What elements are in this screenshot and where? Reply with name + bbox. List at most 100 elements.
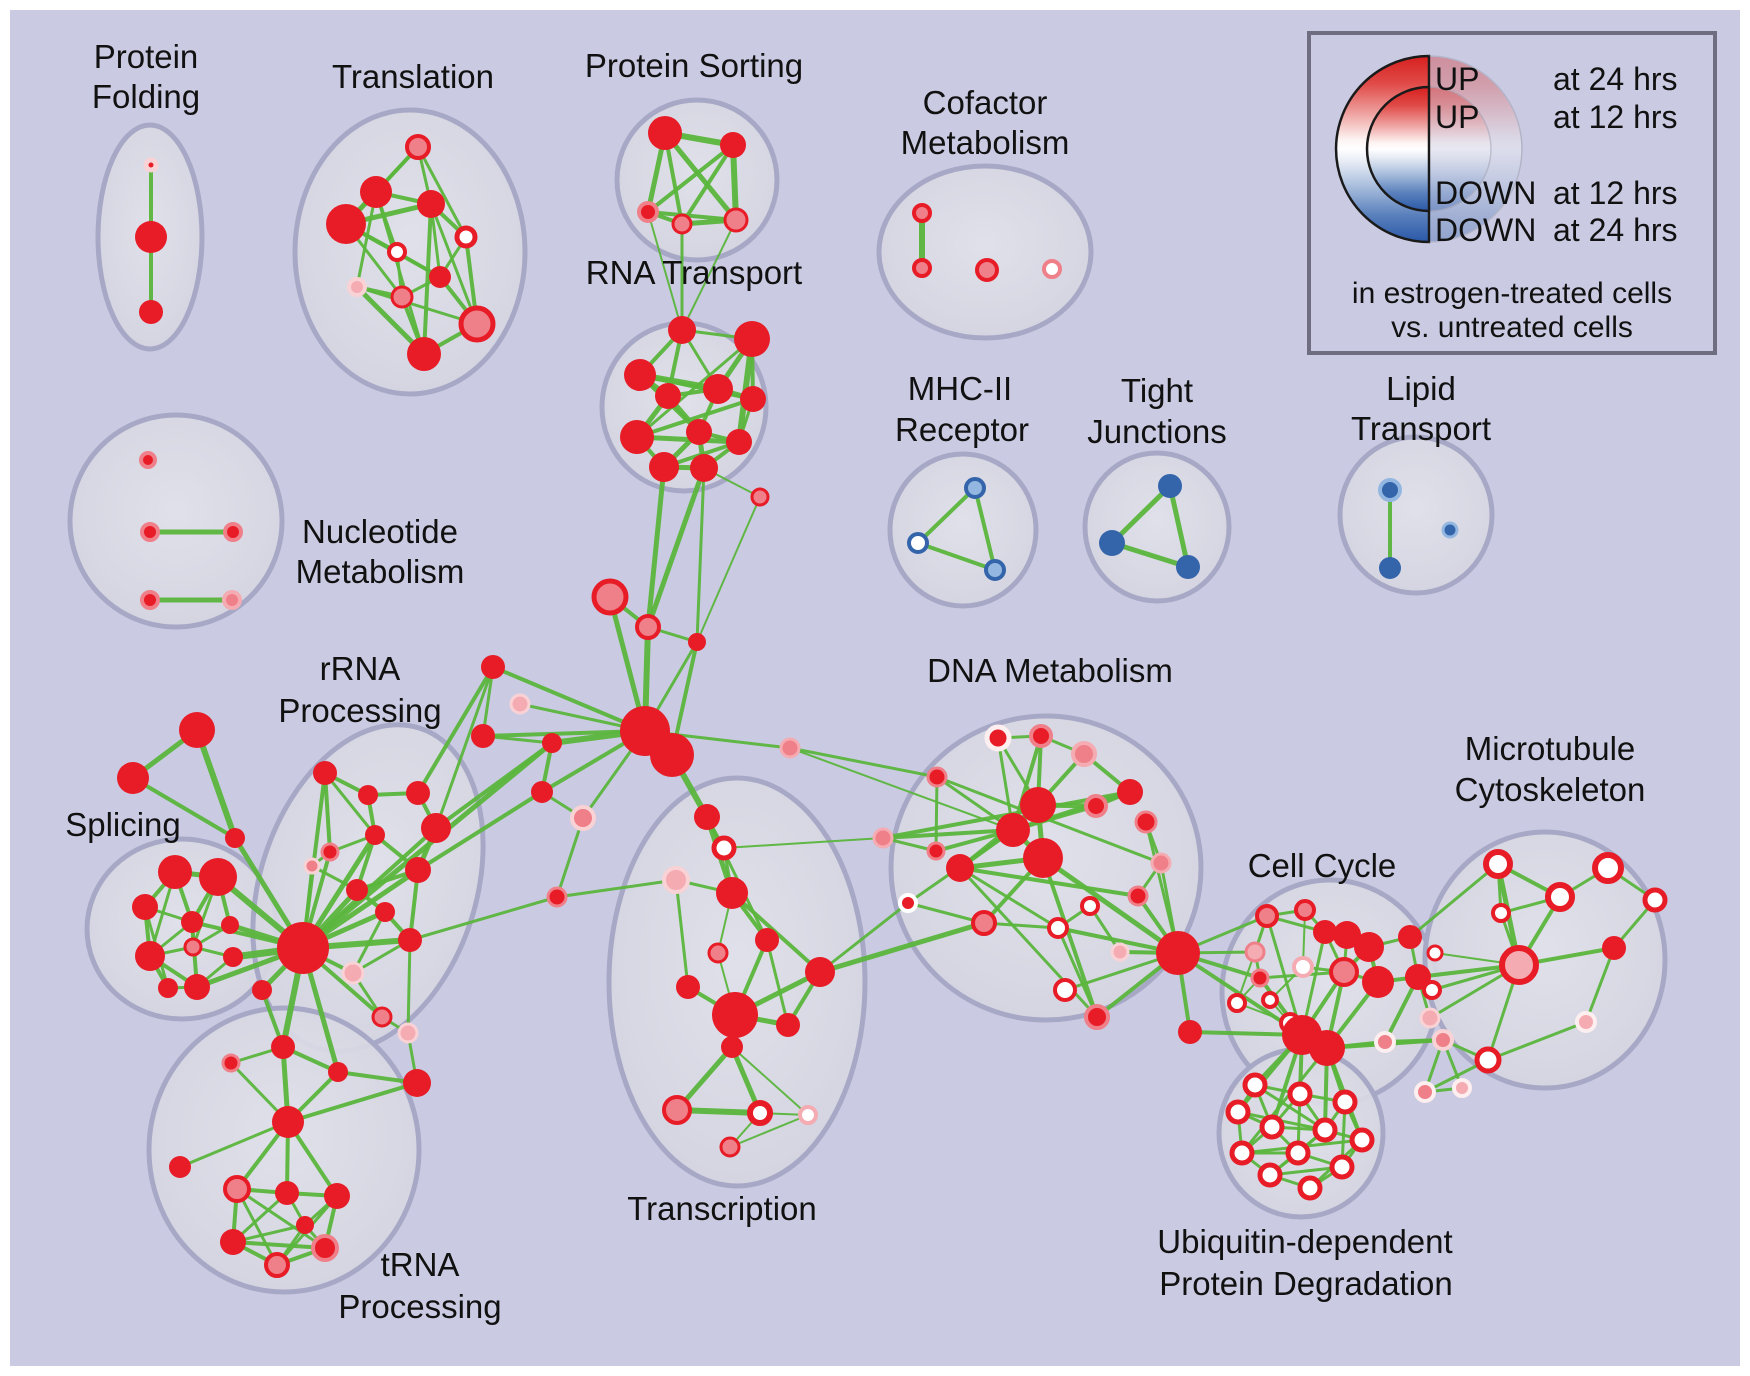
network-edge	[916, 486, 977, 545]
network-node	[390, 285, 414, 309]
network-edge	[1487, 1020, 1587, 1062]
network-edge	[1409, 862, 1499, 939]
legend-row-time: at 12 hrs	[1553, 99, 1678, 135]
network-node	[417, 190, 445, 218]
network-node	[798, 1105, 818, 1125]
network-node	[1287, 1081, 1313, 1107]
network-node	[264, 1252, 290, 1278]
network-edge	[663, 131, 738, 222]
network-node	[662, 866, 690, 894]
network-node	[734, 321, 770, 357]
network-node	[1099, 530, 1125, 556]
network-edge	[1041, 857, 1099, 1018]
cluster-label-protein-folding: Folding	[92, 78, 200, 115]
network-node	[296, 1216, 314, 1234]
network-node	[1432, 1029, 1454, 1051]
network-node	[1285, 1140, 1311, 1166]
network-node	[805, 957, 835, 987]
network-node	[686, 419, 712, 445]
legend-box	[1307, 31, 1717, 355]
network-node	[1242, 1072, 1268, 1098]
network-node	[1292, 956, 1314, 978]
network-node	[220, 1229, 246, 1255]
network-node	[649, 452, 679, 482]
network-node	[1250, 968, 1270, 988]
cluster-protein-sorting	[614, 97, 780, 263]
network-node	[169, 1156, 191, 1178]
network-node	[387, 242, 407, 262]
cluster-trna-processing	[146, 1005, 422, 1295]
network-node	[1225, 1099, 1251, 1125]
cluster-label-microtubule-cytoskeleton: Microtubule	[1465, 730, 1636, 767]
network-node	[712, 992, 758, 1038]
network-node	[1441, 521, 1459, 539]
network-node	[1047, 917, 1069, 939]
network-edge	[355, 191, 378, 288]
network-node	[403, 1069, 431, 1097]
network-node	[531, 781, 553, 803]
cluster-label-cofactor-metabolism: Metabolism	[901, 124, 1070, 161]
network-node	[143, 157, 159, 173]
network-edge	[696, 496, 761, 643]
network-node	[703, 374, 733, 404]
network-node	[1257, 1162, 1283, 1188]
network-node	[688, 633, 706, 651]
network-node	[984, 724, 1012, 752]
network-node	[221, 916, 239, 934]
network-edge	[647, 211, 683, 331]
network-node	[1110, 942, 1130, 962]
cluster-label-rna-transport: RNA Transport	[586, 254, 802, 291]
network-edge	[406, 939, 412, 1034]
network-edge	[959, 866, 1059, 930]
network-node	[139, 451, 157, 469]
network-edge	[1041, 855, 1180, 956]
network-edge	[1240, 1047, 1329, 1154]
network-node	[405, 134, 431, 160]
legend-ring-inner-right	[1428, 86, 1492, 212]
cluster-label-lipid-transport: Lipid	[1386, 370, 1456, 407]
network-edge	[695, 467, 706, 643]
network-node	[1117, 779, 1143, 805]
network-node	[454, 225, 478, 249]
network-node	[1452, 1078, 1472, 1098]
network-node	[1259, 1114, 1285, 1140]
network-node	[1255, 904, 1279, 928]
network-node	[1244, 941, 1266, 963]
network-edge	[645, 466, 667, 628]
network-edge	[765, 939, 790, 1026]
network-edge	[235, 1188, 279, 1266]
network-node	[1329, 1154, 1355, 1180]
cluster-tight-junctions	[1082, 450, 1232, 604]
network-edge	[723, 837, 884, 849]
network-node	[1592, 852, 1624, 884]
network-node	[690, 454, 718, 482]
network-node	[624, 359, 656, 391]
network-edge	[416, 790, 544, 872]
network-node	[252, 980, 272, 1000]
cluster-label-protein-folding: Protein	[94, 38, 199, 75]
network-node	[311, 1234, 339, 1262]
network-node	[1029, 724, 1053, 748]
network-node	[650, 733, 694, 777]
network-node	[275, 1181, 299, 1205]
network-node	[1053, 978, 1077, 1002]
cluster-label-rrna-processing: Processing	[278, 692, 441, 729]
network-node	[926, 766, 948, 788]
cluster-label-ubiquitin-degradation: Protein Degradation	[1159, 1265, 1453, 1302]
network-node	[324, 1183, 350, 1209]
legend-note-line2: vs. untreated cells	[1391, 311, 1633, 344]
network-node	[326, 204, 366, 244]
cluster-label-nucleotide-metabolism: Nucleotide	[302, 513, 458, 550]
network-node	[1362, 966, 1394, 998]
network-node	[1483, 849, 1513, 879]
legend-row-label: DOWN	[1435, 212, 1536, 248]
network-node	[1178, 1020, 1202, 1044]
network-edge	[131, 776, 237, 840]
network-node	[637, 201, 659, 223]
network-node	[407, 337, 441, 371]
network-edge	[236, 1187, 326, 1250]
network-node	[1422, 980, 1442, 1000]
network-edge	[731, 1046, 809, 1116]
